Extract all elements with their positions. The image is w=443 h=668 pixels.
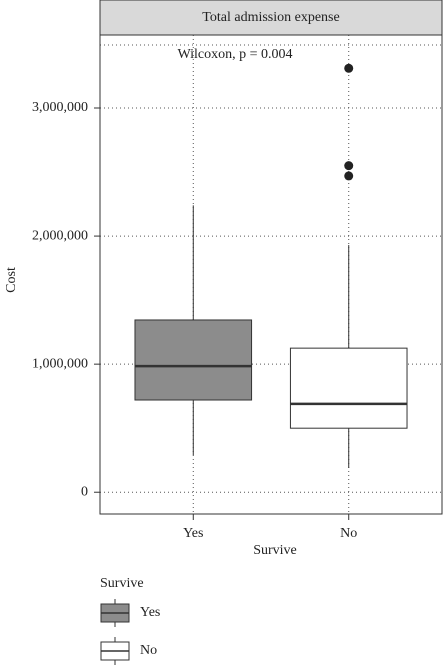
y-tick-label: 2,000,000 [32, 228, 88, 243]
box [289, 347, 408, 429]
panel-border [99, 34, 443, 515]
x-tick-label: Yes [183, 526, 203, 541]
outlier [344, 171, 354, 181]
strip [99, 0, 443, 36]
y-tick-label: 1,000,000 [32, 356, 88, 371]
legend-label: Yes [140, 605, 160, 620]
annotation: Wilcoxon, p = 0.004 [177, 47, 292, 62]
x-axis-title: Survive [253, 543, 297, 558]
box [134, 319, 253, 401]
outlier [344, 161, 354, 171]
legend-label: No [140, 643, 157, 658]
outlier [344, 63, 354, 73]
legend-title: Survive [100, 576, 144, 591]
y-tick-label: 0 [81, 484, 88, 499]
strip-title: Total admission expense [202, 10, 339, 25]
x-tick-label: No [340, 526, 357, 541]
y-axis-title: Cost [4, 267, 19, 293]
y-tick-label: 3,000,000 [32, 100, 88, 115]
